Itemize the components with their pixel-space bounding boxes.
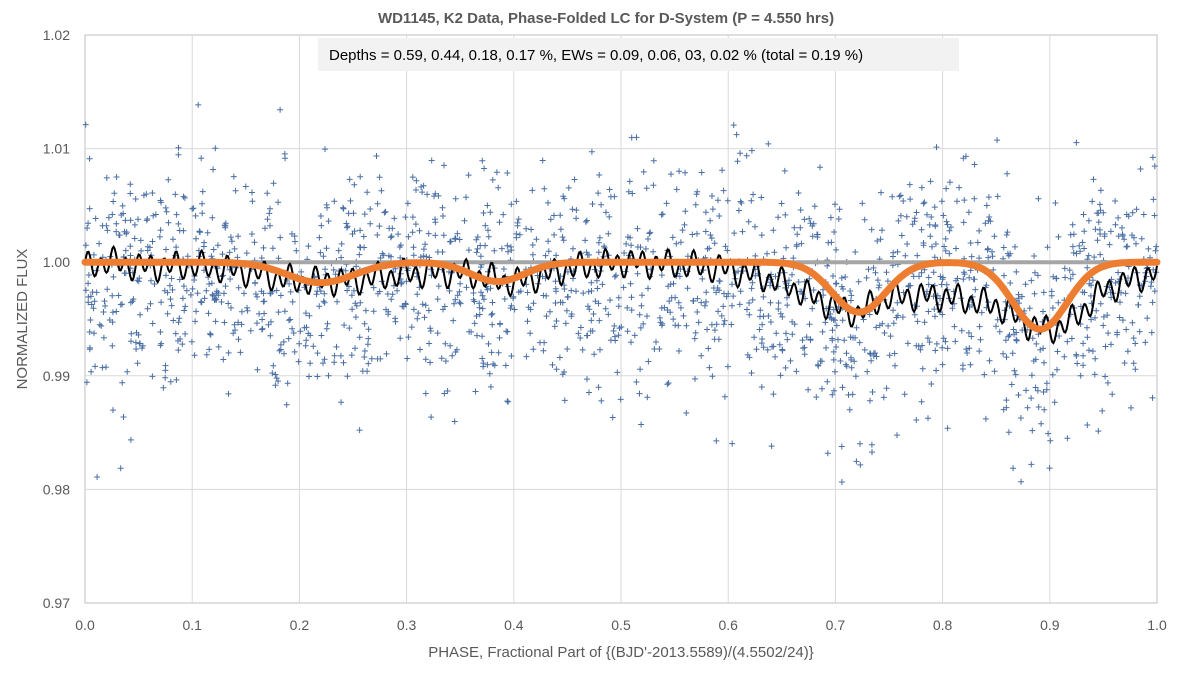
chart-title: WD1145, K2 Data, Phase-Folded LC for D-S…: [378, 10, 834, 27]
model-line: [81, 258, 1161, 333]
y-tick-label: 1.02: [43, 27, 70, 43]
y-tick-label: 1.00: [43, 254, 70, 270]
x-tick-label: 1.0: [1147, 617, 1167, 633]
x-tick-label: 0.3: [397, 617, 417, 633]
y-tick-label: 0.97: [43, 595, 70, 611]
y-axis-ticks: 0.97 0.98 0.99 1.00 1.01 1.02: [43, 27, 70, 611]
x-tick-label: 0.6: [718, 617, 738, 633]
x-tick-label: 0.7: [826, 617, 846, 633]
y-axis-label: NORMALIZED FLUX: [14, 249, 31, 390]
x-tick-label: 0.8: [933, 617, 953, 633]
x-tick-label: 0.1: [182, 617, 202, 633]
annotation-background: [318, 38, 959, 71]
x-tick-label: 0.4: [504, 617, 524, 633]
running-average-line: [84, 244, 1158, 345]
y-tick-label: 0.98: [43, 481, 70, 497]
gridlines: [85, 35, 1157, 603]
y-tick-label: 0.99: [43, 368, 70, 384]
annotation-box: Depths = 0.59, 0.44, 0.18, 0.17 %, EWs =…: [318, 38, 959, 71]
x-axis-label: PHASE, Fractional Part of {(BJD'-2013.55…: [428, 644, 814, 661]
x-tick-label: 0.0: [75, 617, 95, 633]
y-tick-label: 1.01: [43, 141, 70, 157]
x-axis-ticks: 0.0 0.1 0.2 0.3 0.4 0.5 0.6 0.7 0.8 0.9 1.0: [75, 617, 1167, 633]
x-tick-label: 0.5: [611, 617, 631, 633]
annotation-text: Depths = 0.59, 0.44, 0.18, 0.17 %, EWs =…: [329, 47, 863, 64]
x-tick-label: 0.9: [1040, 617, 1060, 633]
trend-lines: [81, 244, 1161, 345]
x-tick-label: 0.2: [290, 617, 310, 633]
